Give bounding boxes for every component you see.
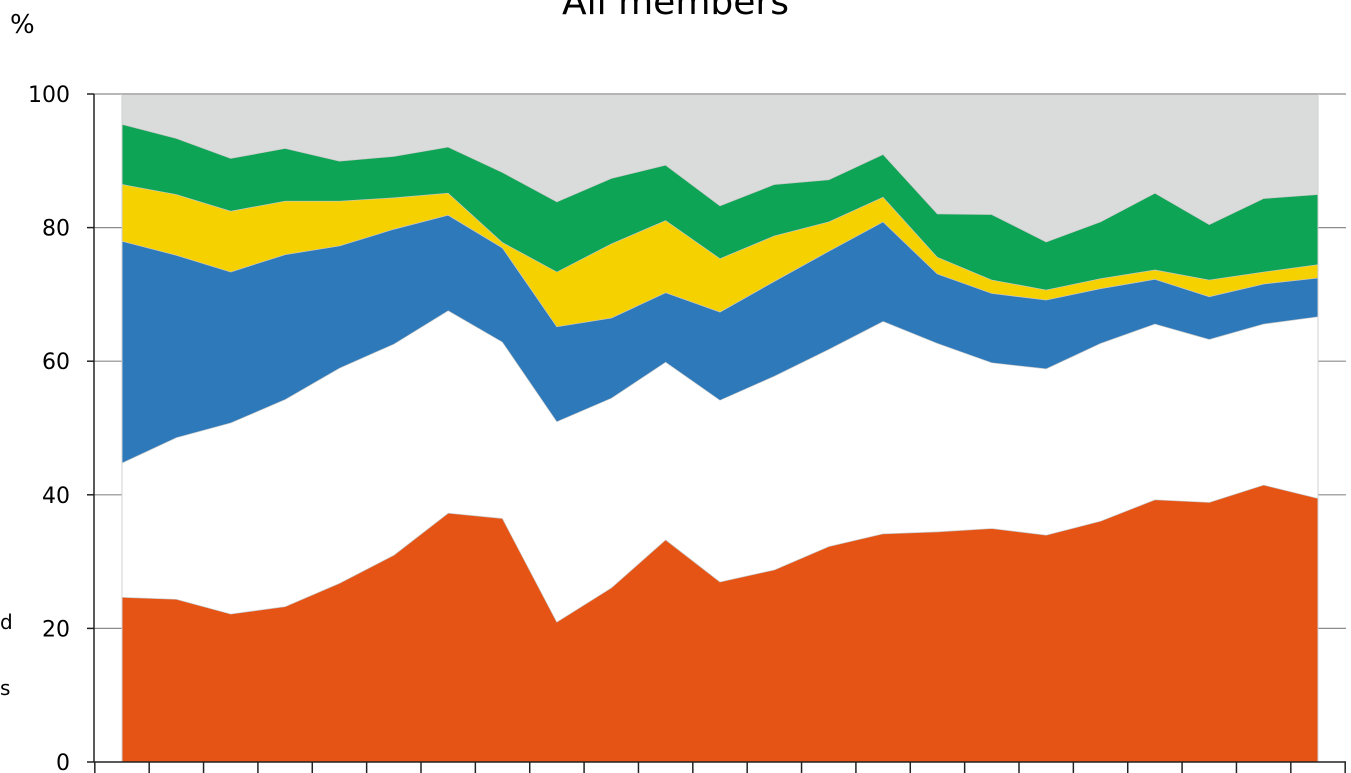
y-tick-label-100: 100 <box>28 83 70 108</box>
area-series-3 <box>122 214 1318 463</box>
clipped-side-text-1: d <box>0 610 13 634</box>
y-tick-label-20: 20 <box>42 617 70 642</box>
chart-title: All members <box>562 0 789 23</box>
y-tick-label-40: 40 <box>42 484 70 509</box>
area-series-2 <box>122 310 1318 622</box>
y-tick-label-0: 0 <box>56 751 70 773</box>
clipped-side-text-2: s <box>0 676 11 700</box>
area-series-5 <box>122 124 1318 290</box>
y-axis-unit-label: % <box>10 10 35 40</box>
area-series-4 <box>122 184 1318 327</box>
area-series-1 <box>122 484 1318 762</box>
y-tick-label-80: 80 <box>42 217 70 242</box>
y-tick-label-60: 60 <box>42 350 70 375</box>
area-series-6 <box>122 94 1318 242</box>
